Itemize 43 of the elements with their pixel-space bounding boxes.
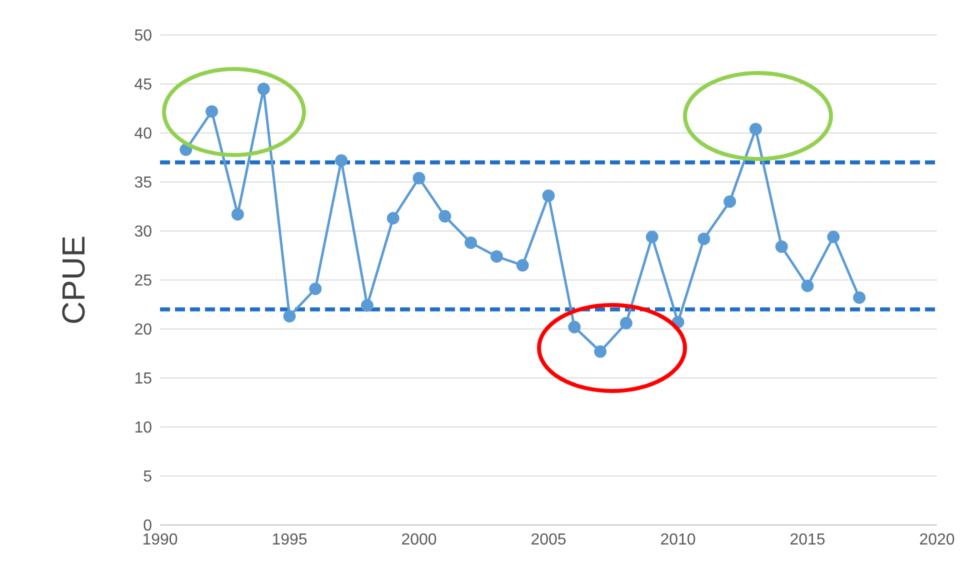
point: [257, 82, 270, 96]
x-tick-label: 1995: [272, 531, 308, 548]
x-tick-label: 2010: [660, 531, 696, 548]
point: [309, 282, 322, 296]
point: [698, 232, 710, 246]
y-tick-label: 5: [143, 468, 152, 486]
point: [490, 250, 503, 263]
point: [646, 230, 658, 244]
y-tick-label: 15: [134, 370, 152, 388]
x-tick-label: 2015: [790, 531, 826, 548]
point: [360, 299, 374, 312]
point: [412, 172, 426, 184]
point: [386, 212, 400, 225]
point: [827, 230, 840, 244]
point: [180, 143, 192, 156]
y-tick-label: 35: [134, 174, 152, 192]
point: [724, 195, 736, 208]
point: [594, 345, 607, 358]
y-tick-label: 30: [134, 224, 152, 241]
y-tick-label: 50: [134, 28, 152, 45]
x-tick-label: 2000: [401, 531, 437, 548]
point: [283, 310, 296, 323]
point: [516, 259, 529, 272]
point: [568, 320, 581, 334]
point: [775, 240, 788, 253]
y-tick-label: 45: [134, 76, 152, 94]
point: [620, 316, 632, 330]
point: [853, 291, 866, 304]
y-tick-label: 20: [134, 322, 152, 339]
point: [542, 189, 555, 202]
point: [206, 105, 218, 118]
point: [438, 210, 452, 223]
point: [749, 122, 762, 136]
y-tick-label: 25: [134, 272, 152, 290]
point: [801, 280, 814, 292]
y-axis-title: CPUE: [55, 236, 92, 324]
x-tick-label: 2005: [530, 531, 566, 548]
y-tick-label: 40: [134, 126, 152, 143]
x-tick-label: 2020: [919, 531, 955, 548]
y-tick-label: 10: [134, 420, 152, 437]
point: [464, 236, 478, 250]
point: [335, 154, 348, 167]
point: [231, 208, 244, 221]
